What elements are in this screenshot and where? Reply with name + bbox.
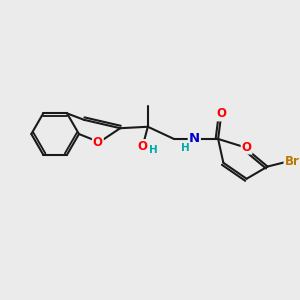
Text: H: H — [149, 145, 158, 155]
Text: O: O — [93, 136, 103, 149]
Text: O: O — [138, 140, 148, 153]
Text: H: H — [181, 143, 190, 153]
Text: O: O — [216, 107, 226, 121]
Text: Br: Br — [284, 155, 299, 168]
Text: O: O — [242, 141, 252, 154]
Text: N: N — [189, 133, 200, 146]
